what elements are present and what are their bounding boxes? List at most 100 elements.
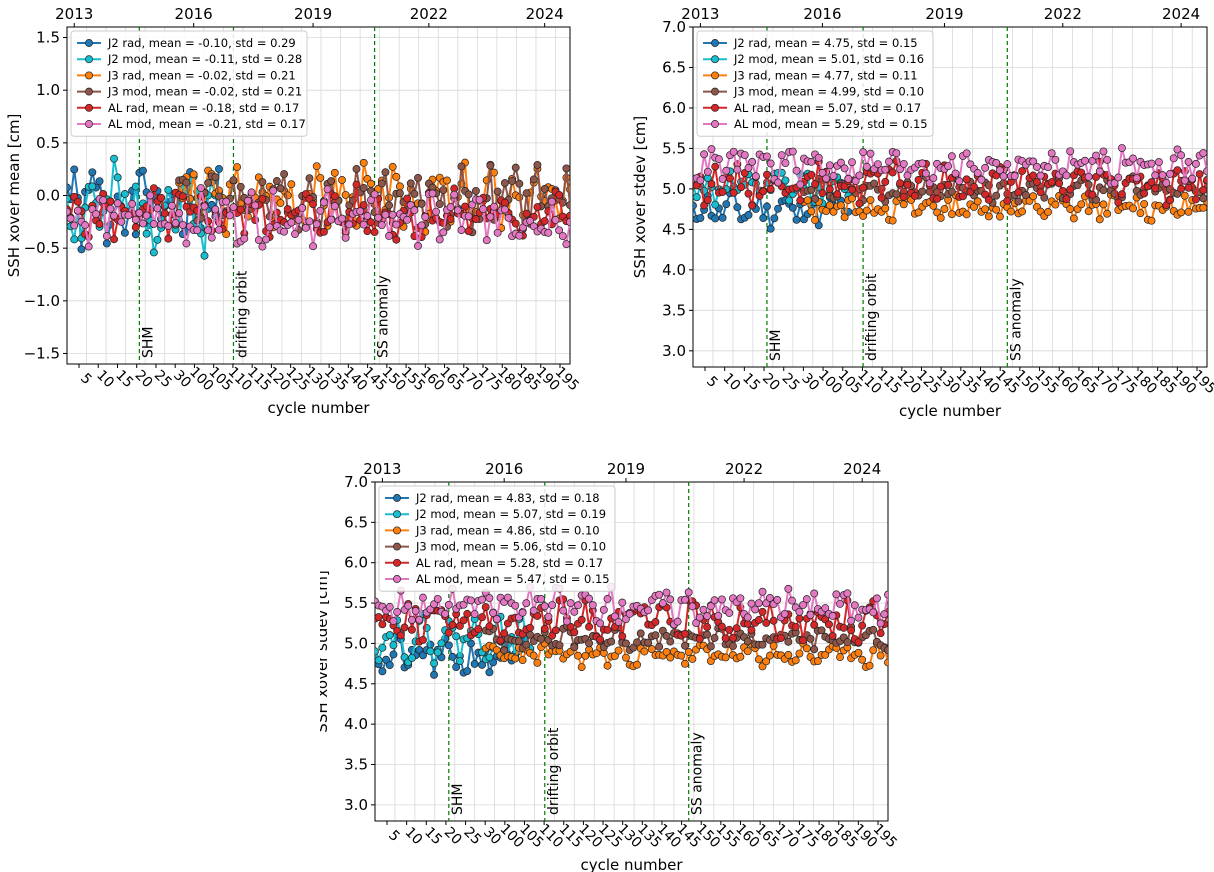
data-point (81, 221, 90, 230)
data-point (836, 653, 844, 662)
data-point (207, 233, 216, 242)
data-point (164, 234, 173, 243)
data-point (396, 631, 405, 640)
data-point (1099, 186, 1108, 195)
data-point (508, 176, 517, 185)
data-point (67, 194, 71, 203)
data-point (769, 616, 778, 625)
data-point (514, 637, 523, 646)
legend-entry: J2 mod, mean = -0.11, std = 0.28 (107, 52, 302, 66)
data-point (435, 200, 444, 209)
data-point (1103, 209, 1112, 218)
data-point (717, 622, 726, 631)
data-point (378, 643, 387, 652)
data-point (1147, 159, 1156, 168)
data-point (854, 638, 863, 647)
data-point (139, 166, 147, 175)
data-point (464, 227, 473, 236)
data-point (610, 651, 619, 660)
data-point (703, 612, 712, 621)
data-point (1166, 170, 1174, 178)
data-point (1114, 173, 1123, 182)
data-point (392, 172, 401, 181)
data-point (1199, 149, 1207, 158)
data-point (193, 226, 202, 235)
data-point (164, 186, 173, 194)
data-point (519, 223, 527, 232)
data-point (828, 612, 837, 620)
data-point (636, 629, 645, 638)
data-point (258, 194, 267, 203)
data-point (1151, 171, 1160, 180)
data-point (717, 595, 726, 604)
data-point (788, 203, 797, 212)
legend-entry: AL mod, mean = 5.29, std = 0.15 (734, 117, 928, 131)
data-point (338, 176, 346, 184)
data-point (792, 166, 801, 175)
data-point (500, 179, 509, 188)
data-point (1199, 186, 1207, 195)
data-point (316, 173, 325, 182)
data-point (1117, 190, 1126, 199)
data-point (1066, 205, 1075, 213)
data-point (450, 190, 459, 199)
data-point (392, 220, 401, 229)
event-label: drifting orbit (864, 273, 880, 361)
data-point (718, 213, 727, 222)
x-axis-label: cycle number (899, 402, 1002, 420)
year-tick-label: 2019 (607, 460, 645, 478)
data-point (419, 593, 427, 602)
legend-entry: J3 mod, mean = 4.99, std = 0.10 (733, 85, 924, 99)
y-tick-label: 7.0 (344, 473, 368, 491)
data-point (359, 183, 368, 192)
data-point (215, 164, 223, 173)
data-point (265, 223, 274, 232)
data-point (732, 624, 741, 633)
data-point (832, 590, 841, 599)
data-point (124, 211, 133, 220)
data-point (873, 160, 882, 169)
data-point (951, 169, 960, 178)
data-point (811, 216, 819, 225)
data-point (240, 234, 249, 243)
data-point (77, 245, 86, 254)
y-tick-label: 3.0 (344, 796, 368, 814)
data-point (681, 641, 689, 650)
data-point (784, 584, 793, 593)
data-point (1088, 190, 1097, 199)
data-point (1114, 198, 1123, 207)
data-point (881, 204, 890, 213)
y-tick-label: 4.0 (344, 715, 368, 733)
data-point (903, 171, 912, 180)
data-point (540, 185, 549, 193)
legend-entry: J2 mod, mean = 5.01, std = 0.16 (733, 52, 924, 66)
x-axis-label: cycle number (580, 856, 683, 872)
data-point (914, 208, 923, 217)
data-point (489, 608, 498, 617)
data-point (655, 590, 664, 599)
data-point (178, 192, 187, 201)
data-point (370, 228, 379, 237)
data-point (439, 186, 448, 195)
data-point (1014, 197, 1023, 206)
data-point (341, 190, 350, 199)
y-tick-label: 4.5 (662, 220, 686, 238)
data-point (1195, 170, 1204, 179)
data-point (522, 209, 531, 218)
cycle-tick-label: 5 (77, 370, 95, 388)
y-tick-label: 5.0 (662, 180, 686, 198)
data-point (848, 185, 856, 194)
data-point (693, 193, 701, 202)
data-point (493, 228, 502, 237)
data-point (696, 214, 705, 222)
data-point (430, 659, 439, 668)
data-point (799, 600, 808, 609)
data-point (139, 219, 147, 228)
data-point (522, 189, 531, 198)
data-point (888, 168, 897, 177)
y-tick-label: 5.5 (662, 139, 686, 157)
data-point (884, 590, 888, 599)
data-point (721, 634, 730, 643)
data-point (765, 651, 774, 660)
data-point (385, 231, 394, 240)
